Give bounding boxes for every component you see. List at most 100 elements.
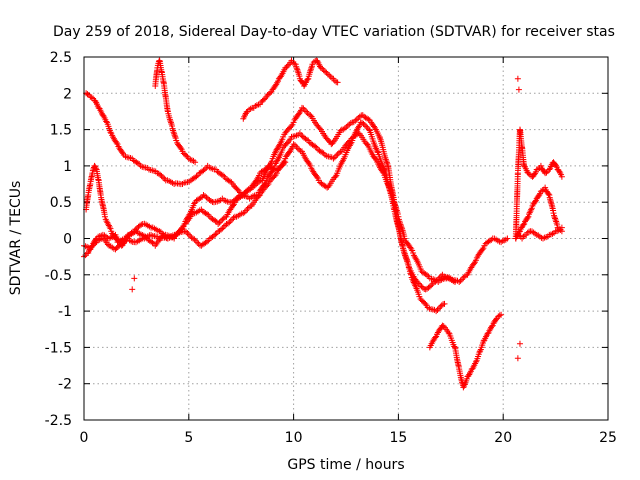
data-point [376,133,383,140]
data-point [313,173,320,180]
data-point [504,235,511,242]
data-point [525,213,532,220]
data-point [493,316,500,323]
data-point [412,282,419,289]
data-point [477,348,484,355]
data-point [558,173,565,180]
data-point [229,216,236,223]
data-point [171,132,178,139]
data-point [294,66,301,73]
data-point [343,124,350,131]
data-point [278,163,285,170]
data-point [253,102,260,109]
data-point [370,123,377,130]
data-point [192,159,199,166]
data-point [132,226,139,233]
data-point [149,239,156,246]
data-point [445,329,452,336]
data-point [433,308,440,315]
data-point [262,166,269,173]
data-point [303,136,310,143]
outlier-point [515,86,522,93]
data-point [226,219,233,226]
data-point [210,232,217,239]
data-point [107,129,114,136]
data-point [339,158,346,165]
y-tick-label: -2.5 [45,413,72,429]
data-point [264,182,271,189]
data-point [260,96,267,103]
data-point [220,172,227,179]
data-point [312,143,319,150]
data-point [169,122,176,129]
data-point [373,145,380,152]
y-axis-label: SDTVAR / TECUs [8,181,24,296]
y-tick-label: -1 [58,304,72,320]
data-point [337,127,344,134]
data-point [201,192,208,199]
y-tick-label: 0.5 [50,195,72,211]
data-point [432,334,439,341]
data-point [428,282,435,289]
x-tick-label: 0 [80,430,89,446]
data-point [307,66,314,73]
data-point [553,162,560,169]
data-point [253,177,260,184]
y-tick-label: -1.5 [45,340,72,356]
data-point [525,170,532,177]
data-point [545,191,552,198]
data-point [527,208,534,215]
data-point [366,126,373,133]
data-point [191,200,198,207]
data-point [353,116,360,123]
data-point [158,172,165,179]
data-point [101,213,108,220]
data-point [458,276,465,283]
data-marks [81,57,565,391]
data-point [171,130,178,137]
x-tick-label: 15 [389,430,407,446]
data-point [316,125,323,132]
data-point [293,143,300,150]
x-axis-label: GPS time / hours [287,457,404,473]
data-point [319,149,326,156]
data-point [183,228,190,235]
data-point [536,191,543,198]
data-point [409,247,416,254]
data-point [157,171,164,178]
data-point [308,64,315,71]
data-point [188,234,195,241]
grid [84,57,608,420]
data-point [403,256,410,263]
data-point [381,166,388,173]
data-point [460,274,467,281]
data-point [520,221,527,228]
data-point [524,214,531,221]
data-point [344,122,351,129]
data-point [383,157,390,164]
data-point [347,119,354,126]
x-tick-label: 10 [285,430,303,446]
data-point [203,238,210,245]
data-point [350,119,357,126]
data-point [182,220,189,227]
data-point [331,154,338,161]
data-point [305,75,312,82]
data-point [112,235,119,242]
data-point [293,65,300,72]
data-point [402,252,409,259]
data-point [219,216,226,223]
data-point [333,152,340,159]
data-point [224,220,231,227]
data-point [125,232,132,239]
data-point [383,159,390,166]
data-point [516,232,523,239]
data-point [215,220,222,227]
data-point [298,132,305,139]
data-point [92,165,99,172]
data-point [471,260,478,267]
data-point [496,312,503,319]
data-point [334,151,341,158]
axis-ticks: 0 5 10 15 20 25 -2.5 -2 -1.5 -1 -0.5 0 0.5 1 1.5 2 2.5 [45,50,617,446]
